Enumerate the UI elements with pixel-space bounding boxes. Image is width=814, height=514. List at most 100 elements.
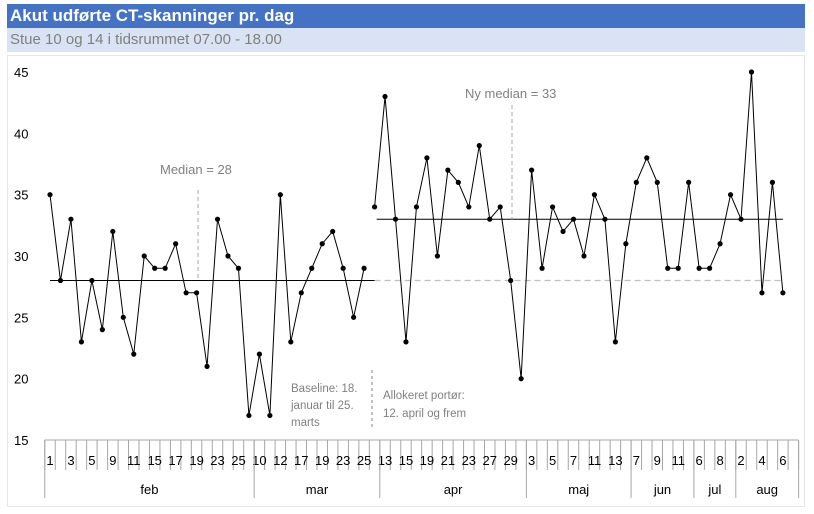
data-point	[696, 265, 702, 271]
x-tick-label: 9	[654, 453, 661, 468]
new-median-label: Ny median = 33	[465, 86, 556, 101]
data-point	[581, 253, 587, 259]
data-point	[434, 253, 440, 259]
series-line-1	[374, 71, 784, 379]
data-point	[675, 265, 681, 271]
data-point	[759, 290, 765, 296]
x-tick-label: 7	[570, 453, 577, 468]
y-tick-label: 40	[14, 126, 28, 141]
data-point	[298, 290, 304, 296]
data-point	[47, 192, 53, 198]
x-tick-label: 19	[189, 453, 203, 468]
data-point	[152, 265, 158, 271]
data-point	[131, 351, 137, 357]
x-tick-label: 13	[378, 453, 392, 468]
x-tick-label: 5	[549, 453, 556, 468]
month-label: mar	[306, 482, 329, 497]
data-point	[330, 228, 336, 235]
data-point	[466, 204, 472, 210]
x-tick-label: 6	[696, 453, 703, 468]
x-tick-label: 15	[399, 453, 413, 468]
x-tick-label: 11	[588, 453, 602, 468]
data-point	[204, 363, 210, 369]
data-point	[392, 216, 399, 222]
data-point	[309, 265, 315, 271]
chart-title: Akut udførte CT-skanninger pr. dag	[7, 4, 805, 28]
x-tick-label: 3	[528, 453, 535, 468]
x-tick-label: 19	[315, 453, 329, 468]
data-point	[371, 204, 378, 210]
data-point	[413, 204, 420, 210]
x-tick-label: 4	[758, 453, 765, 468]
y-tick-label: 30	[14, 249, 28, 264]
data-point	[633, 179, 639, 185]
x-tick-label: 5	[88, 453, 95, 468]
data-point	[508, 277, 514, 284]
x-tick-label: 23	[462, 453, 476, 468]
data-point	[120, 314, 126, 320]
month-label: maj	[568, 482, 589, 497]
data-point	[560, 228, 566, 235]
data-point	[403, 339, 409, 345]
baseline-annotation: januar til 25.	[290, 400, 354, 412]
x-tick-label: 25	[357, 453, 371, 468]
data-point	[518, 376, 524, 382]
data-point	[748, 69, 755, 75]
data-point	[707, 265, 713, 271]
x-tick-label: 27	[483, 453, 497, 468]
allocated-annotation: 12. april og frem	[383, 408, 466, 420]
y-tick-label: 15	[14, 433, 28, 448]
data-point	[445, 167, 451, 173]
data-point	[497, 204, 503, 210]
data-point	[340, 265, 346, 271]
allocated-annotation: Allokeret portør:	[383, 390, 465, 402]
x-tick-label: 10	[252, 453, 266, 468]
x-tick-label: 7	[633, 453, 640, 468]
data-point	[717, 241, 723, 247]
x-tick-label: 12	[273, 453, 287, 468]
data-point	[727, 192, 734, 198]
x-tick-label: 2	[737, 453, 744, 468]
data-point	[570, 216, 577, 222]
x-tick-label: 17	[294, 453, 308, 468]
data-point	[214, 216, 221, 222]
data-point	[539, 265, 545, 271]
month-label: aug	[756, 482, 778, 497]
data-point	[183, 290, 189, 296]
x-tick-label: 17	[168, 453, 182, 468]
month-label: feb	[140, 482, 158, 497]
x-tick-label: 8	[716, 453, 723, 468]
data-point	[110, 228, 116, 235]
x-tick-label: 13	[608, 453, 622, 468]
x-tick-label: 9	[109, 453, 116, 468]
y-tick-label: 20	[14, 372, 28, 387]
data-point	[267, 412, 273, 419]
data-point	[162, 265, 168, 271]
x-tick-label: 19	[420, 453, 434, 468]
month-label: apr	[444, 482, 463, 497]
y-tick-label: 45	[14, 65, 28, 80]
data-point	[487, 216, 493, 222]
data-point	[665, 265, 671, 271]
data-point	[549, 204, 556, 210]
month-label: jul	[707, 482, 721, 497]
data-point	[686, 179, 692, 185]
y-tick-label: 25	[14, 310, 28, 325]
data-point	[612, 339, 618, 345]
x-tick-label: 21	[441, 453, 455, 468]
data-point	[623, 241, 629, 247]
data-point	[738, 216, 744, 222]
x-tick-label: 11	[127, 453, 141, 468]
x-tick-label: 11	[671, 453, 685, 468]
data-point	[529, 167, 535, 173]
data-point	[68, 216, 74, 222]
data-point	[141, 253, 147, 259]
baseline-annotation: Baseline: 18.	[291, 383, 358, 395]
x-tick-label: 15	[147, 453, 161, 468]
x-tick-label: 23	[336, 453, 350, 468]
data-point	[424, 155, 430, 161]
data-point	[225, 253, 231, 259]
data-point	[277, 192, 283, 198]
data-point	[602, 216, 608, 222]
